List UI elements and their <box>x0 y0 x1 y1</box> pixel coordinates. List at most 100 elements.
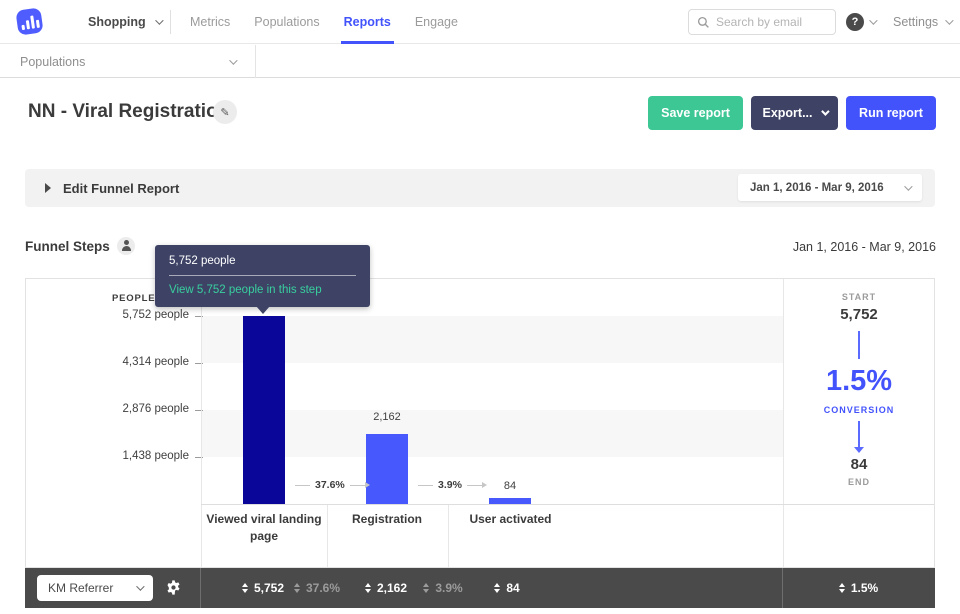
chevron-down-icon <box>154 16 164 25</box>
stat-value: 2,162 <box>376 581 408 595</box>
edit-funnel-label: Edit Funnel Report <box>63 181 180 196</box>
populations-selector[interactable]: Populations <box>0 45 256 78</box>
tooltip-pointer <box>256 306 270 314</box>
conversion-rate-1: 37.6% <box>295 479 370 491</box>
conversion-rate-1-value: 37.6% <box>315 479 345 491</box>
project-selector[interactable]: Shopping <box>88 0 164 44</box>
bottom-stats-bar: KM Referrer 5,752 37.6% 2,162 3.9% 84 <box>25 568 935 608</box>
chevron-down-icon <box>229 55 238 65</box>
sort-icon <box>423 583 430 593</box>
nav-item-populations[interactable]: Populations <box>254 15 320 29</box>
sort-icon <box>293 583 300 593</box>
summary-divider <box>783 279 784 567</box>
connector-line <box>858 331 860 359</box>
end-label: END <box>847 477 870 487</box>
step-label-2: Registration <box>351 512 422 526</box>
y-tick-label: 2,876 people <box>122 403 189 415</box>
stat-conversion-2[interactable]: 3.9% <box>413 568 473 608</box>
date-range-value: Jan 1, 2016 - Mar 9, 2016 <box>750 181 884 194</box>
stat-step-3-count[interactable]: 84 <box>472 568 542 608</box>
tooltip-view-people-link[interactable]: View 5,752 people in this step <box>169 284 322 296</box>
sort-icon <box>364 583 371 593</box>
funnel-date-range: Jan 1, 2016 - Mar 9, 2016 <box>792 240 936 254</box>
chevron-down-icon <box>869 16 878 25</box>
sort-icon <box>494 583 501 593</box>
start-value: 5,752 <box>840 306 878 323</box>
export-button[interactable]: Export... <box>751 96 838 130</box>
x-axis-line <box>201 504 934 505</box>
expand-triangle-icon[interactable] <box>45 183 51 193</box>
nav-items: Metrics Populations Reports Engage <box>190 0 458 44</box>
stat-value: 5,752 <box>253 581 285 595</box>
start-label: START <box>841 292 877 302</box>
segment-selector-label: KM Referrer <box>48 581 114 595</box>
nav-item-metrics[interactable]: Metrics <box>190 15 231 29</box>
populations-selector-label: Populations <box>20 54 86 69</box>
search-icon <box>697 16 709 28</box>
conversion-rate-2-value: 3.9% <box>438 479 462 491</box>
axis-divider <box>201 279 202 567</box>
stat-step-2-count[interactable]: 2,162 <box>346 568 426 608</box>
y-axis-title: PEOPLE <box>112 293 156 304</box>
run-report-button[interactable]: Run report <box>846 96 936 130</box>
save-report-button[interactable]: Save report <box>648 96 743 130</box>
page-title: NN - Viral Registration <box>28 101 230 122</box>
search-box[interactable] <box>688 9 836 35</box>
y-tick-mark <box>195 316 203 317</box>
chevron-down-icon <box>820 107 830 116</box>
y-tick-label: 5,752 people <box>122 309 189 321</box>
step-label-3: User activated <box>469 512 552 526</box>
person-icon[interactable] <box>117 237 135 255</box>
stat-total-conversion[interactable]: 1.5% <box>782 568 935 608</box>
arrow-down-icon <box>854 447 864 453</box>
chevron-down-icon <box>904 181 913 191</box>
funnel-bar-step-2[interactable] <box>366 434 408 504</box>
date-range-dropdown[interactable]: Jan 1, 2016 - Mar 9, 2016 <box>738 174 922 201</box>
bar-value-label: 2,162 <box>373 411 401 423</box>
stat-value: 1.5% <box>850 581 879 595</box>
y-tick-label: 4,314 people <box>122 356 189 368</box>
edit-title-button[interactable]: ✎ <box>213 100 237 124</box>
help-icon: ? <box>846 13 864 31</box>
gear-icon[interactable] <box>165 579 182 601</box>
pencil-icon: ✎ <box>220 106 230 119</box>
nav-item-engage[interactable]: Engage <box>414 15 458 29</box>
funnel-bar-step-3[interactable] <box>489 498 531 504</box>
help-menu[interactable]: ? <box>846 13 878 31</box>
y-tick-mark <box>195 363 203 364</box>
arrow-line <box>858 421 860 447</box>
funnel-bar-step-1[interactable] <box>243 316 285 504</box>
settings-label: Settings <box>893 15 939 29</box>
overall-conversion-value: 1.5% <box>825 365 893 397</box>
settings-menu[interactable]: Settings <box>893 0 954 44</box>
project-selector-label: Shopping <box>88 15 146 29</box>
grid-band <box>201 410 783 457</box>
bar-divider <box>782 568 783 608</box>
conversion-label: CONVERSION <box>823 405 895 415</box>
segment-selector[interactable]: KM Referrer <box>37 575 153 601</box>
export-button-label: Export... <box>762 106 813 120</box>
stat-value: 84 <box>506 581 520 595</box>
nav-item-reports[interactable]: Reports <box>340 0 395 44</box>
conversion-rate-2: 3.9% <box>418 479 487 491</box>
sort-icon <box>838 583 845 593</box>
stat-value: 3.9% <box>435 581 463 595</box>
app-logo-icon[interactable] <box>15 7 44 36</box>
funnel-chart-panel: PEOPLE 5,752 people 4,314 people 2,876 p… <box>25 278 935 568</box>
step-label-1: Viewed viral landing page <box>206 512 322 544</box>
conversion-summary: START 5,752 1.5% CONVERSION 84 END <box>783 279 935 567</box>
bar-tooltip: 5,752 people View 5,752 people in this s… <box>155 245 370 314</box>
bar-value-label: 84 <box>503 480 517 492</box>
column-divider <box>327 504 328 567</box>
stat-conversion-1[interactable]: 37.6% <box>287 568 347 608</box>
stat-step-1-count[interactable]: 5,752 <box>223 568 303 608</box>
tooltip-title: 5,752 people <box>169 255 236 267</box>
column-divider <box>448 504 449 567</box>
y-tick-label: 1,438 people <box>122 450 189 462</box>
edit-funnel-panel[interactable]: Edit Funnel Report Jan 1, 2016 - Mar 9, … <box>25 169 935 207</box>
search-input[interactable] <box>716 15 826 29</box>
nav-divider <box>170 10 171 34</box>
y-tick-mark <box>195 410 203 411</box>
sort-icon <box>241 583 248 593</box>
